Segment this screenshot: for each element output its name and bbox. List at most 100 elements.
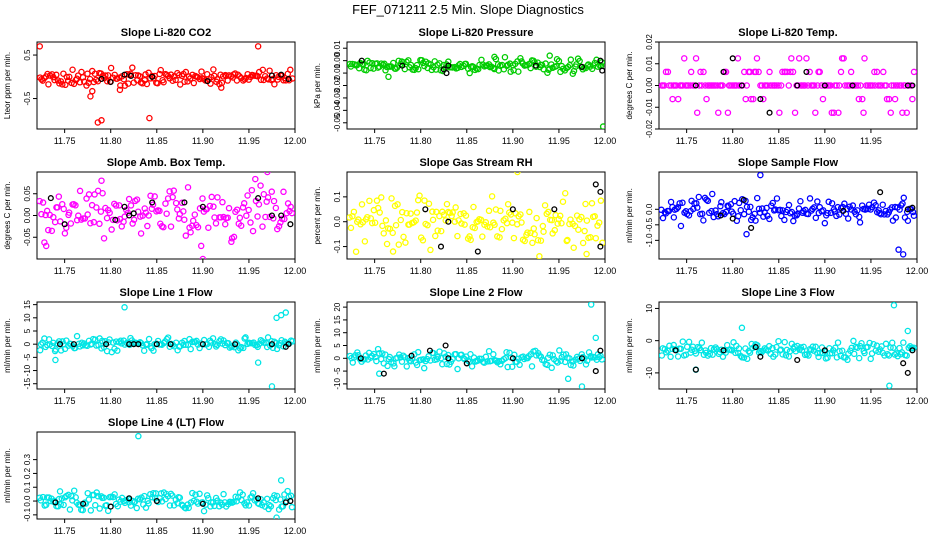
data-point	[113, 338, 120, 345]
data-point	[270, 215, 277, 222]
data-point	[567, 361, 575, 369]
data-point	[812, 343, 819, 351]
outlier-point	[546, 52, 553, 59]
data-points	[659, 302, 917, 389]
data-point	[747, 203, 754, 211]
data-point	[847, 68, 855, 76]
data-point	[157, 66, 165, 74]
y-axis-label: degrees C per min.	[625, 51, 634, 119]
flagged-point	[597, 347, 604, 354]
data-point	[61, 230, 69, 237]
data-point	[812, 109, 819, 116]
y-axis-label: ml/min per min.	[313, 318, 322, 373]
data-points	[37, 43, 295, 126]
data-point	[901, 82, 909, 89]
data-point	[806, 195, 814, 202]
data-point	[570, 244, 577, 251]
x-tick-label: 11.85	[456, 266, 478, 276]
data-point	[284, 487, 291, 495]
data-point	[142, 71, 149, 78]
data-point	[93, 489, 100, 496]
data-point	[210, 66, 217, 73]
flagged-point	[904, 369, 911, 376]
panel-2: Slope Li-820 Pressure kPa per min. 11.75 11…	[313, 27, 616, 146]
data-point	[576, 57, 583, 65]
data-point	[263, 495, 271, 503]
data-point	[427, 246, 434, 254]
y-tick-label: -5	[23, 353, 32, 361]
flagged-point	[199, 500, 206, 507]
data-point	[536, 253, 543, 259]
data-point	[141, 205, 148, 212]
data-point	[775, 82, 782, 89]
data-point	[76, 187, 84, 195]
data-point	[888, 82, 895, 89]
y-tick-label: -0.5	[23, 91, 32, 105]
data-point	[66, 73, 73, 81]
data-point	[695, 193, 703, 201]
data-point	[452, 204, 459, 211]
x-tick-label: 11.75	[676, 136, 698, 146]
data-point	[393, 64, 401, 71]
data-point	[474, 65, 482, 73]
data-point	[828, 200, 836, 207]
data-point	[289, 75, 295, 82]
data-point	[288, 209, 295, 217]
data-point	[737, 206, 744, 214]
data-point	[693, 200, 700, 207]
data-point	[206, 202, 214, 210]
flagged-point	[121, 71, 128, 78]
data-point	[57, 218, 64, 225]
data-point	[448, 212, 455, 220]
x-tick-label: 11.85	[768, 136, 790, 146]
data-point	[858, 340, 865, 347]
data-point	[281, 215, 288, 223]
flagged-point	[422, 206, 429, 213]
flagged-point	[80, 500, 87, 507]
data-point	[662, 68, 670, 76]
x-tick-label: 11.75	[54, 396, 76, 406]
data-point	[109, 216, 117, 224]
flagged-point	[597, 243, 604, 250]
flagged-point	[474, 248, 481, 255]
data-point	[579, 239, 587, 247]
x-tick-label: 12.00	[906, 266, 929, 276]
data-point	[191, 211, 199, 218]
data-point	[415, 65, 422, 73]
outlier-point	[599, 123, 605, 129]
panel-title: Slope Line 2 Flow	[430, 287, 523, 299]
data-points	[37, 304, 295, 389]
outlier-point	[514, 172, 521, 176]
data-point	[497, 361, 504, 368]
data-point	[760, 95, 767, 103]
data-point	[859, 95, 866, 103]
data-point	[182, 68, 190, 76]
data-point	[805, 352, 812, 359]
data-point	[148, 205, 156, 213]
data-point	[479, 233, 486, 240]
data-point	[141, 492, 148, 500]
data-point	[850, 350, 858, 358]
data-point	[85, 496, 93, 503]
data-point	[518, 219, 525, 226]
data-points	[37, 172, 295, 259]
data-point	[69, 66, 76, 73]
data-point	[160, 78, 167, 86]
data-point	[99, 189, 106, 197]
y-tick-label: 0.0	[333, 216, 342, 228]
data-point	[444, 351, 452, 359]
data-point	[287, 203, 294, 211]
flagged-point	[443, 70, 450, 77]
flagged-point	[900, 360, 907, 367]
y-tick-label: 15	[333, 315, 342, 324]
data-point	[755, 205, 763, 213]
data-point	[400, 59, 407, 66]
data-point	[361, 238, 369, 245]
data-point	[555, 57, 563, 65]
data-point	[819, 95, 827, 103]
x-tick-label: 11.95	[548, 396, 570, 406]
y-tick-label: -10	[23, 364, 32, 376]
flagged-point	[442, 342, 449, 349]
data-point	[268, 188, 276, 195]
data-point	[884, 351, 891, 358]
